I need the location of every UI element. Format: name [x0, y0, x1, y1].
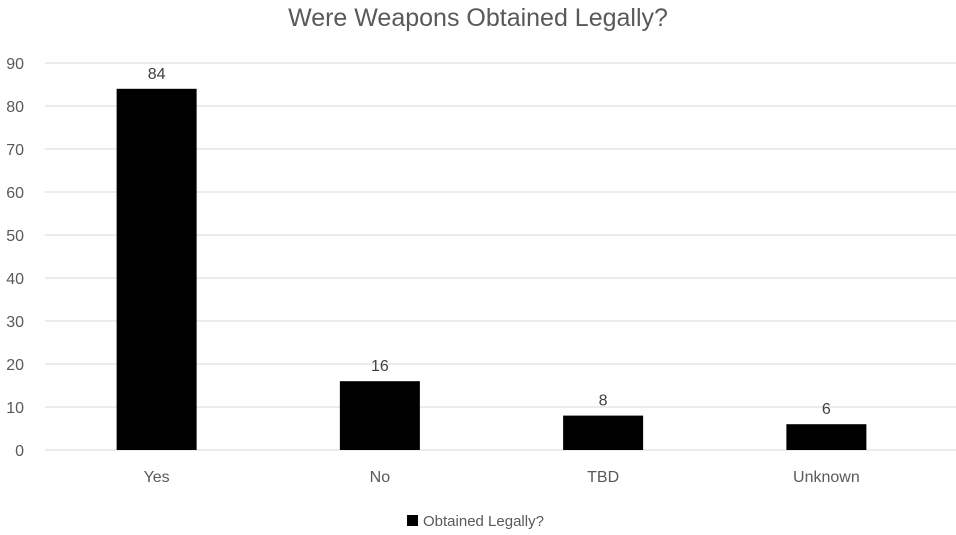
legend-label: Obtained Legally? — [423, 513, 544, 530]
x-tick-label: Unknown — [793, 469, 860, 486]
x-tick-label: No — [370, 469, 391, 486]
y-tick-label: 10 — [6, 400, 24, 417]
y-tick-label: 40 — [6, 271, 24, 288]
data-label: 8 — [599, 393, 608, 410]
bar-no — [339, 381, 420, 450]
y-tick-label: 50 — [6, 228, 24, 245]
x-axis-tick-labels: Yes No TBD Unknown — [144, 469, 860, 486]
bar-tbd — [563, 415, 644, 450]
data-label: 84 — [148, 66, 166, 83]
bar-yes — [116, 88, 197, 451]
y-tick-label: 80 — [6, 99, 24, 116]
legend-swatch — [407, 515, 418, 526]
y-tick-label: 30 — [6, 314, 24, 331]
y-tick-label: 60 — [6, 185, 24, 202]
data-labels: 84 16 8 6 — [148, 66, 831, 418]
bars — [116, 88, 867, 451]
chart-title: Were Weapons Obtained Legally? — [288, 4, 668, 32]
y-tick-label: 0 — [15, 443, 24, 460]
y-tick-label: 20 — [6, 357, 24, 374]
data-label: 16 — [371, 358, 389, 375]
data-label: 6 — [822, 401, 831, 418]
legend: Obtained Legally? — [407, 513, 544, 530]
x-tick-label: Yes — [144, 469, 170, 486]
x-tick-label: TBD — [587, 469, 619, 486]
bar-unknown — [786, 424, 867, 450]
y-tick-label: 70 — [6, 142, 24, 159]
y-axis-tick-labels: 0 10 20 30 40 50 60 70 80 90 — [6, 56, 24, 460]
y-tick-label: 90 — [6, 56, 24, 73]
gridlines — [45, 62, 956, 451]
